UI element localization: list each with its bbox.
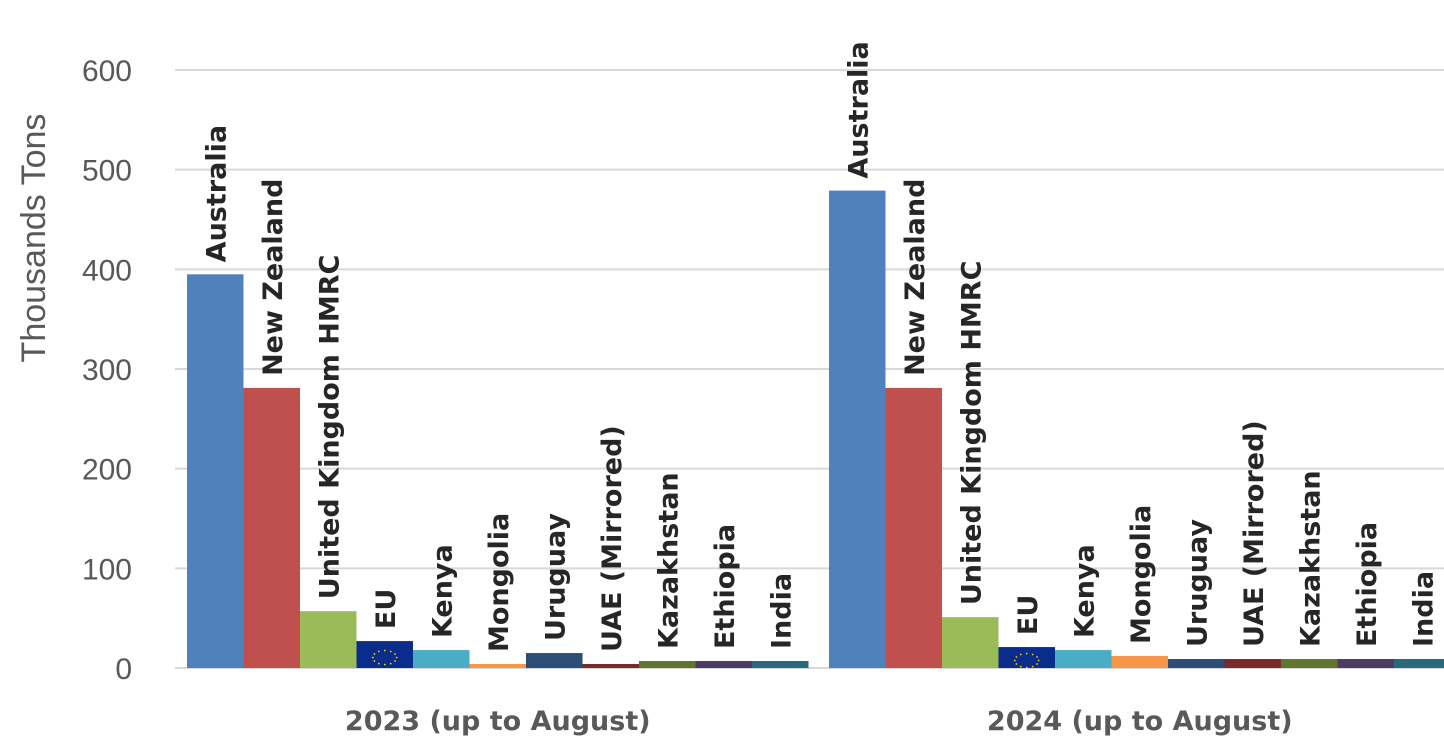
bar-label: Kenya <box>427 544 458 638</box>
bar <box>1224 659 1281 668</box>
gridlines <box>175 69 1444 669</box>
eu-star <box>383 663 386 666</box>
bar-labels: Australia New Zealand United Kingdom HMRC E… <box>201 41 1439 652</box>
y-tick-label: 300 <box>82 354 132 387</box>
bar-label: UAE (Mirrored) <box>1239 420 1270 647</box>
y-axis-label: Thousands Tons <box>15 114 53 363</box>
eu-star <box>1015 663 1018 665</box>
bar-label: Uruguay <box>1182 519 1213 647</box>
eu-star <box>1031 665 1034 668</box>
eu-star <box>389 650 392 653</box>
bar-label: Mongolia <box>484 513 515 652</box>
bar <box>243 387 300 668</box>
bar <box>356 641 413 668</box>
bar <box>998 647 1055 668</box>
y-tick-label: 500 <box>82 155 132 188</box>
bar-label: Kazakhstan <box>1295 470 1326 647</box>
bar <box>695 661 752 668</box>
bar <box>300 611 357 668</box>
bars <box>187 190 1444 669</box>
bar <box>582 664 639 668</box>
bar-label: Kenya <box>1069 544 1100 638</box>
bar <box>942 617 999 668</box>
eu-star <box>1025 666 1028 669</box>
group-labels: 2023 (up to August) 2024 (up to August) <box>345 706 1293 737</box>
bar-label: India <box>766 573 797 649</box>
bar <box>829 190 886 668</box>
bar <box>1337 659 1394 668</box>
category-label: 2023 (up to August) <box>345 706 651 737</box>
bar-label: United Kingdom HMRC <box>956 261 987 606</box>
bar <box>1168 659 1225 668</box>
bar-label: EU <box>1013 595 1044 635</box>
bar <box>413 650 470 668</box>
eu-star <box>1015 656 1018 658</box>
y-tick-label: 400 <box>82 254 132 287</box>
eu-star <box>1037 659 1040 662</box>
y-tick-label: 100 <box>82 553 132 586</box>
bar-label: EU <box>371 589 402 629</box>
bar <box>1055 650 1112 668</box>
bar-label: Australia <box>201 125 232 262</box>
eu-star <box>395 656 398 659</box>
bar-label: UAE (Mirrored) <box>597 425 628 652</box>
bar-label: Mongolia <box>1126 505 1157 644</box>
bar-label: Kazakhstan <box>653 472 684 649</box>
bar <box>469 664 526 668</box>
eu-star <box>373 660 376 662</box>
bar <box>639 661 696 668</box>
eu-star <box>373 653 376 655</box>
eu-star <box>1036 663 1038 665</box>
eu-flag-icon <box>371 649 398 666</box>
eu-star <box>1036 656 1038 658</box>
eu-star <box>377 662 380 665</box>
bar-label: New Zealand <box>258 179 289 376</box>
bar <box>1394 659 1444 668</box>
eu-star <box>394 660 396 662</box>
bar <box>187 274 244 668</box>
y-tick-label: 600 <box>82 55 132 88</box>
bar <box>885 387 942 668</box>
y-axis-ticks: 0 100 200 300 400 500 600 <box>82 55 132 686</box>
bar-label: India <box>1408 571 1439 647</box>
eu-star <box>1031 653 1034 656</box>
bar <box>752 661 809 668</box>
eu-star <box>1025 652 1028 655</box>
eu-star <box>1019 653 1022 656</box>
bar-label: Uruguay <box>540 513 571 641</box>
bar-label: Ethiopia <box>1352 522 1383 647</box>
bar <box>1281 659 1338 668</box>
eu-star <box>383 649 386 652</box>
category-label: 2024 (up to August) <box>987 706 1293 737</box>
eu-star <box>1019 665 1022 668</box>
eu-star <box>371 656 374 659</box>
bar-label: Ethiopia <box>710 524 741 649</box>
bar-label: Australia <box>843 41 874 178</box>
bar-label: New Zealand <box>900 179 931 376</box>
bar <box>1111 656 1168 668</box>
eu-star <box>1013 659 1016 662</box>
bar-label: United Kingdom HMRC <box>314 255 345 600</box>
eu-star <box>377 650 380 653</box>
eu-flag-icon <box>1013 652 1040 669</box>
y-tick-label: 200 <box>82 454 132 487</box>
eu-star <box>394 653 396 655</box>
eu-star <box>389 662 392 665</box>
bar <box>526 653 583 668</box>
y-tick-label: 0 <box>115 653 132 686</box>
